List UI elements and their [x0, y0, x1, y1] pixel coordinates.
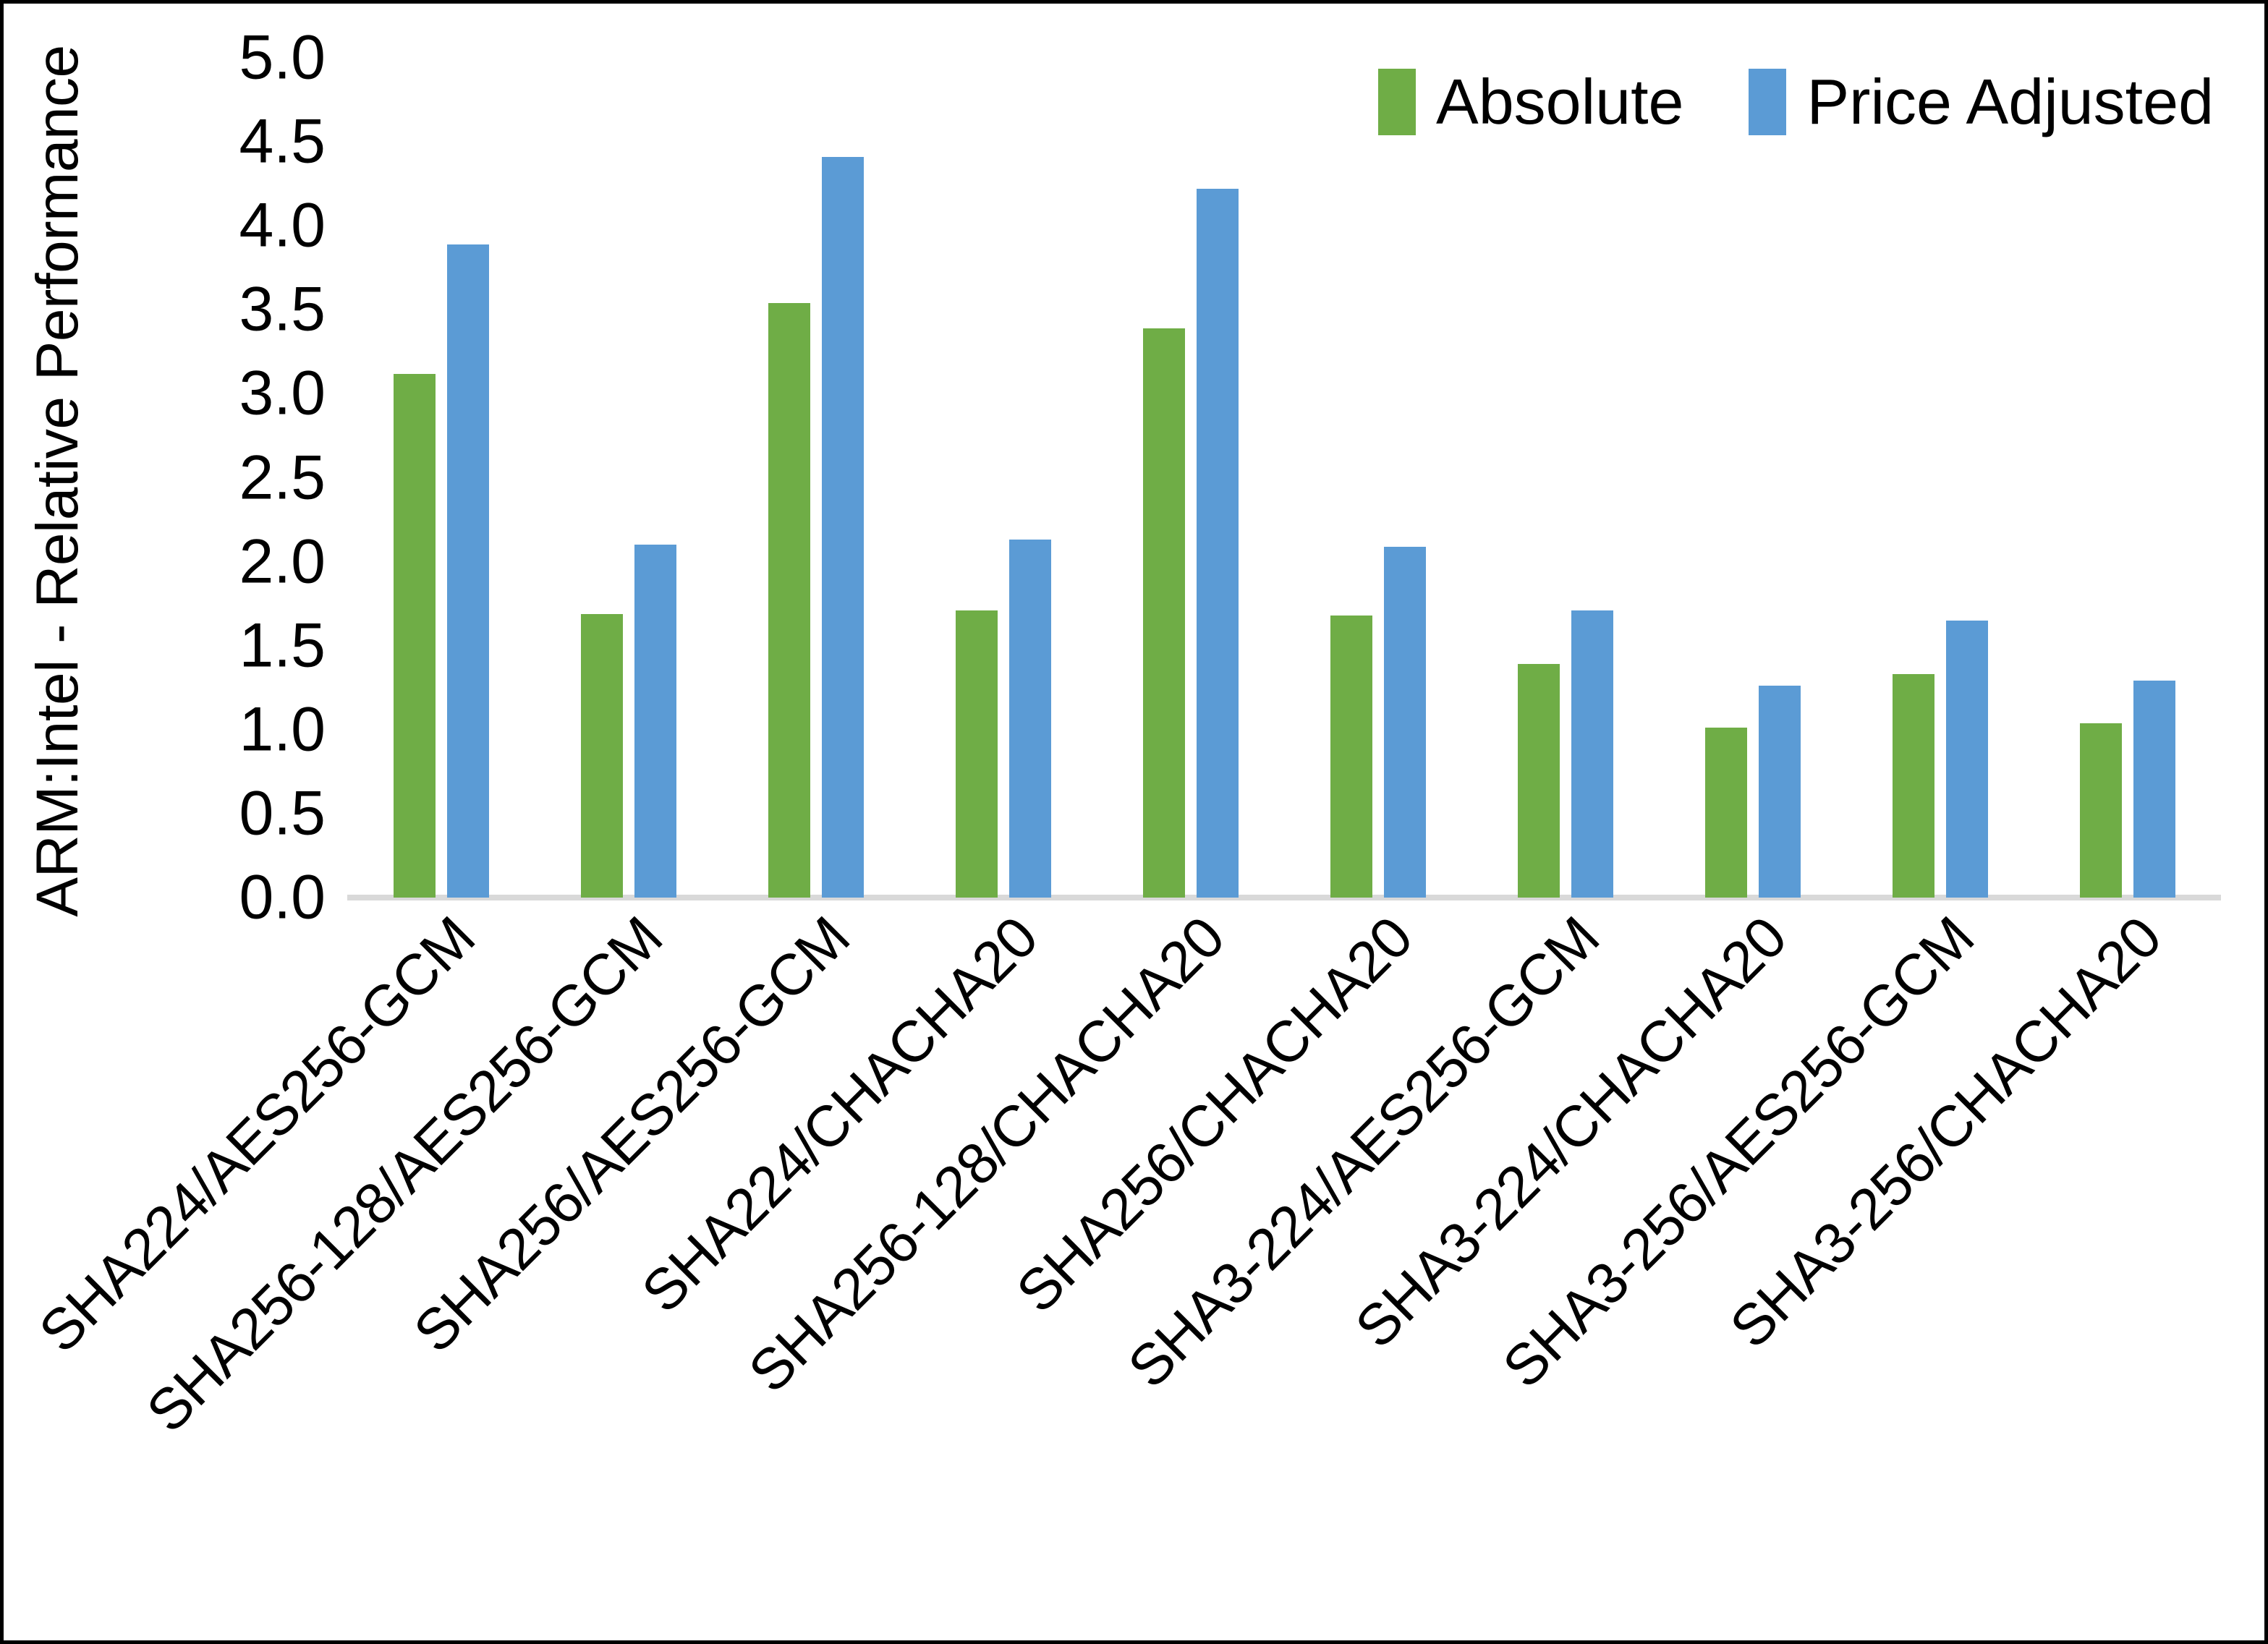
y-axis-ticks: 5.0 4.5 4.0 3.5 3.0 2.5 2.0 1.5 1.0 0.5 0.0 — [130, 4, 333, 958]
y-axis-tick-label: 2.0 — [239, 527, 326, 597]
bar-price-adjusted[interactable] — [1758, 686, 1801, 898]
legend-label-price-adjusted: Price Adjusted — [1806, 66, 2214, 137]
bar-absolute[interactable] — [1142, 328, 1185, 898]
bar-absolute[interactable] — [2079, 723, 2122, 898]
bar-absolute[interactable] — [1330, 615, 1372, 898]
x-axis-label-slot: SHA3-256/CHACHA20 — [1718, 904, 2221, 1640]
bar-absolute[interactable] — [768, 303, 810, 898]
y-axis-tick-label: 3.5 — [239, 274, 326, 344]
bar-price-adjusted[interactable] — [1383, 546, 1426, 898]
bar-group — [1284, 58, 1471, 898]
bar-group — [722, 58, 909, 898]
y-axis-tick-label: 4.5 — [239, 106, 326, 176]
x-axis-labels: SHA224/AES256-GCM SHA256-128/AES256-GCM SH… — [27, 904, 2221, 1640]
bar-price-adjusted[interactable] — [1008, 540, 1051, 898]
bar-absolute[interactable] — [580, 613, 623, 898]
chart-legend: Absolute Price Adjusted — [1378, 65, 2214, 139]
bar-group — [1097, 58, 1284, 898]
bar-group — [347, 58, 535, 898]
legend-swatch-icon-absolute — [1378, 69, 1416, 135]
bar-price-adjusted[interactable] — [1196, 189, 1239, 898]
y-axis-tick-label: 0.5 — [239, 778, 326, 848]
bar-group — [535, 58, 722, 898]
bar-group — [2034, 58, 2221, 898]
y-axis-tick-label: 1.5 — [239, 610, 326, 681]
bar-groups — [347, 58, 2221, 898]
y-axis-tick-label: 4.0 — [239, 190, 326, 260]
bar-group — [909, 58, 1097, 898]
y-axis-tick-label: 5.0 — [239, 22, 326, 93]
y-axis-tick-label: 3.0 — [239, 358, 326, 428]
bar-group — [1846, 58, 2034, 898]
legend-item-price-adjusted[interactable]: Price Adjusted — [1749, 65, 2214, 139]
x-axis-label-slot: SHA3-256/AES256-GCM — [1491, 904, 2034, 1640]
y-axis-title: ARM:Intel - Relative Performance — [25, 45, 90, 917]
bar-price-adjusted[interactable] — [1945, 620, 1988, 898]
legend-swatch-icon-price-adjusted — [1749, 69, 1787, 135]
y-axis-tick-label: 0.0 — [239, 862, 326, 932]
plot-area — [347, 58, 2221, 900]
y-axis-tick-label: 2.5 — [239, 443, 326, 512]
bar-price-adjusted[interactable] — [2133, 681, 2175, 898]
bar-price-adjusted[interactable] — [634, 545, 676, 898]
y-axis-tick-label: 1.0 — [239, 694, 326, 764]
legend-item-absolute[interactable]: Absolute — [1378, 65, 1683, 139]
x-axis-baseline — [347, 895, 2221, 900]
bar-group — [1659, 58, 1846, 898]
bar-price-adjusted[interactable] — [446, 244, 489, 898]
legend-label-absolute: Absolute — [1436, 66, 1684, 137]
bar-absolute[interactable] — [1517, 664, 1560, 898]
bar-price-adjusted[interactable] — [821, 157, 864, 898]
bar-absolute[interactable] — [1704, 728, 1747, 898]
bar-absolute[interactable] — [1892, 674, 1934, 898]
bar-group — [1471, 58, 1659, 898]
bar-absolute[interactable] — [955, 610, 998, 898]
bar-price-adjusted[interactable] — [1571, 610, 1613, 898]
bar-absolute[interactable] — [393, 373, 436, 898]
